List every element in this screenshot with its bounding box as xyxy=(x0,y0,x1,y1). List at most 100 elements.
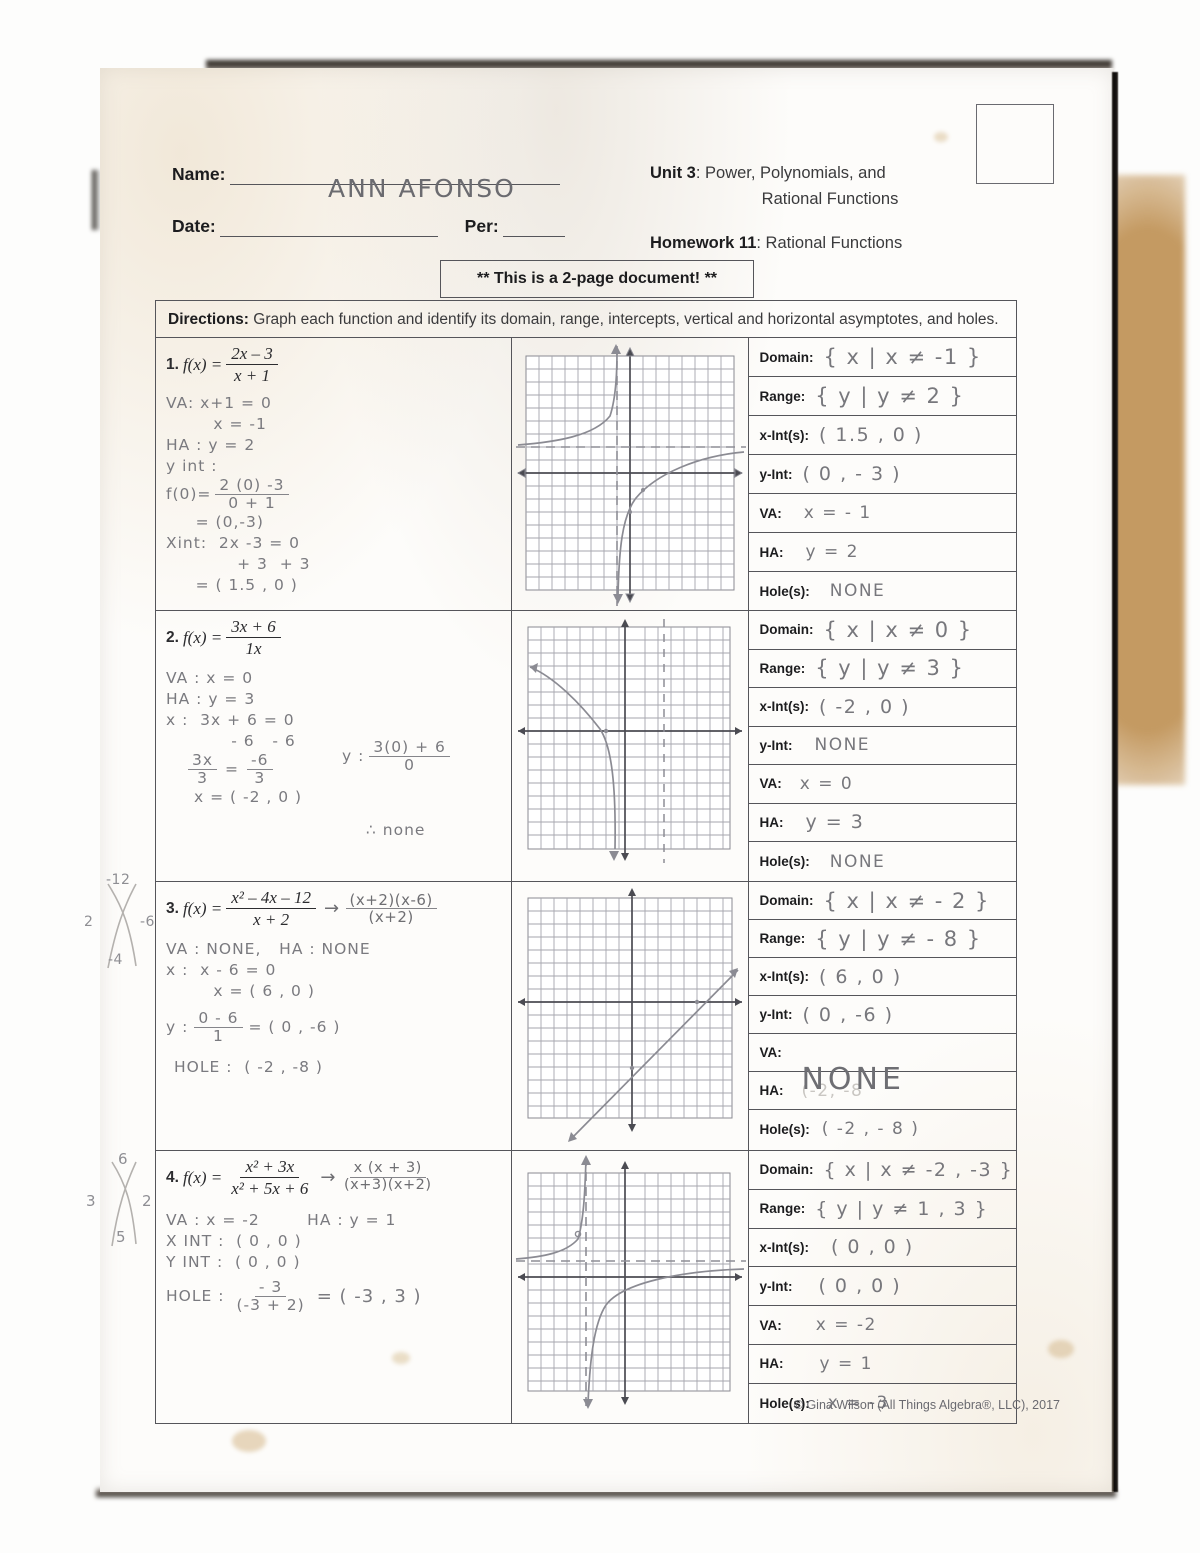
problem-4-answers: Domain: { x | x ≠ -2 , -3 } Range: { y |… xyxy=(749,1151,1016,1423)
problem-2-frac-left: 3x 3 xyxy=(188,752,218,787)
homework-label: Homework 11 xyxy=(650,234,757,252)
va-label: VA: xyxy=(759,505,782,521)
problem-3-numerator: x² – 4x – 12 xyxy=(226,888,316,910)
problem-4-range-row[interactable]: Range: { y | y ≠ 1 , 3 } xyxy=(749,1190,1016,1229)
problem-3-diagram-top: -12 xyxy=(106,872,131,888)
problem-3-yint-row[interactable]: y-Int: ( 0 , -6 ) xyxy=(749,996,1016,1034)
xint-label: x-Int(s): xyxy=(759,969,809,984)
problem-4-hole-lead: HOLE : xyxy=(166,1287,225,1306)
problem-2-curve xyxy=(530,666,617,850)
problem-1-ha-row[interactable]: HA: y = 2 xyxy=(749,533,1016,572)
problem-1-domain-row[interactable]: Domain: { x | x ≠ -1 } xyxy=(749,338,1016,377)
problem-1-denominator: x + 1 xyxy=(234,366,271,386)
problem-1-tail-2: + 3 + 3 xyxy=(166,555,311,574)
problem-2-yint-row[interactable]: y-Int: NONE xyxy=(749,727,1016,765)
problem-row-2: 2. f(x) = 3x + 6 1x VA : x = 0 HA : y = … xyxy=(156,611,1016,882)
problem-2-numerator: 3x + 6 xyxy=(226,617,281,639)
problem-4-yint-value: ( 0 , 0 ) xyxy=(818,1275,902,1298)
problem-4-graph-cell[interactable] xyxy=(512,1151,750,1423)
problem-1-tail-3: = ( 1.5 , 0 ) xyxy=(166,576,298,595)
problem-4-xint-row[interactable]: x-Int(s): ( 0 , 0 ) xyxy=(749,1229,1016,1268)
problem-2-number: 2. xyxy=(166,628,179,646)
problem-3-fraction: x² – 4x – 12 x + 2 xyxy=(226,888,316,929)
problem-2-side-label: y : xyxy=(342,747,365,766)
problem-3-work-cell[interactable]: 3. f(x) = x² – 4x – 12 x + 2 → (x+2)(x-6… xyxy=(156,882,513,1150)
problem-1-work-cell[interactable]: 1. f(x) = 2x – 3 x + 1 VA: x+1 = 0 x = -… xyxy=(156,338,513,610)
problem-3-holes-row[interactable]: Hole(s): ( -2 , - 8 ) xyxy=(749,1110,1016,1148)
problem-3-graph-cell[interactable] xyxy=(512,882,750,1150)
problem-2-work-line-3: x : 3x + 6 = 0 xyxy=(166,711,295,730)
problem-1-yint-row[interactable]: y-Int: ( 0 , - 3 ) xyxy=(749,455,1016,494)
problem-2-work-cell[interactable]: 2. f(x) = 3x + 6 1x VA : x = 0 HA : y = … xyxy=(156,611,513,881)
va-label: VA: xyxy=(759,1317,782,1333)
problem-1-va-row[interactable]: VA: x = - 1 xyxy=(749,494,1016,533)
problem-1-range-row[interactable]: Range: { y | y ≠ 2 } xyxy=(749,377,1016,416)
problem-2-xint-result: x = ( -2 , 0 ) xyxy=(194,788,303,807)
problem-3-range-row[interactable]: Range: { y | y ≠ - 8 } xyxy=(749,920,1016,958)
scan-shadow-right xyxy=(1112,72,1118,1492)
problem-4-ha-row[interactable]: HA: y = 1 xyxy=(749,1345,1016,1384)
problem-1-graph-cell[interactable] xyxy=(512,338,750,610)
range-label: Range: xyxy=(759,1201,806,1217)
problem-2-va-row[interactable]: VA: x = 0 xyxy=(749,765,1016,804)
problem-2-fraction: 3x + 6 1x xyxy=(226,617,281,658)
date-row: Date: Per: xyxy=(172,216,1052,262)
problem-1-holes-value: NONE xyxy=(829,581,886,601)
problem-1-holes-row[interactable]: Hole(s): NONE xyxy=(749,572,1016,610)
problem-4-denominator: x² + 5x + 6 xyxy=(231,1179,309,1199)
problem-1-xint-row[interactable]: x-Int(s): ( 1.5 , 0 ) xyxy=(749,416,1016,455)
problem-4-diagram-left: 3 xyxy=(86,1192,97,1210)
unit-info-block: Unit 3: Power, Polynomials, and Rational… xyxy=(650,160,1050,256)
problem-1-frac: 2 (0) -3 0 + 1 xyxy=(215,477,289,512)
problem-1-range-value: { y | y ≠ 2 } xyxy=(815,384,965,408)
problem-4-domain-row[interactable]: Domain: { x | x ≠ -2 , -3 } xyxy=(749,1151,1016,1190)
problem-2-ha-value: y = 3 xyxy=(805,811,865,834)
problem-3-graph[interactable] xyxy=(512,882,748,1150)
problem-3-ha-row[interactable]: HA: (-2, -8 xyxy=(749,1072,1016,1110)
name-blank[interactable] xyxy=(229,160,560,185)
problem-3-domain-row[interactable]: Domain: { x | x ≠ - 2 } xyxy=(749,882,1016,920)
problem-4-yint-row[interactable]: y-Int: ( 0 , 0 ) xyxy=(749,1267,1016,1307)
problem-4-va-row[interactable]: VA: x = -2 xyxy=(749,1306,1016,1345)
problem-1-frac-top: 2 (0) -3 xyxy=(215,477,289,496)
xint-label: x-Int(s): xyxy=(759,427,809,443)
problem-2-domain-row[interactable]: Domain: { x | x ≠ 0 } xyxy=(749,611,1016,650)
problem-2-answers: Domain: { x | x ≠ 0 } Range: { y | y ≠ 3… xyxy=(749,611,1016,881)
problem-4-curve-right xyxy=(587,1268,745,1404)
problem-1-function: 1. f(x) = 2x – 3 x + 1 xyxy=(166,344,511,385)
yint-label: y-Int: xyxy=(759,737,793,753)
problem-3-va-ha-none-annotation: NONE xyxy=(801,1062,905,1097)
problem-2-xint-row[interactable]: x-Int(s): ( -2 , 0 ) xyxy=(749,688,1016,727)
problem-4-graph[interactable] xyxy=(512,1151,748,1423)
problem-3-work-line-3: x = ( 6 , 0 ) xyxy=(166,982,315,1001)
problem-1-graph[interactable] xyxy=(512,338,748,610)
problem-2-graph[interactable] xyxy=(512,611,748,881)
yint-label: y-Int: xyxy=(759,1007,793,1022)
unit-label: Unit 3 xyxy=(650,164,696,182)
problem-3-va-row[interactable]: VA: xyxy=(749,1034,1016,1072)
problem-3-factored-top: (x+2)(x-6) xyxy=(345,892,437,910)
problem-2-function: 2. f(x) = 3x + 6 1x xyxy=(166,617,511,658)
problem-4-diagram-bottom: 5 xyxy=(116,1228,127,1246)
problem-3-work-line-1: VA : NONE, HA : NONE xyxy=(166,940,371,959)
problem-4-work-line-3: Y INT : ( 0 , 0 ) xyxy=(166,1253,301,1272)
problem-4-work-cell[interactable]: 4. f(x) = x² + 3x x² + 5x + 6 → x (x + 3… xyxy=(156,1151,513,1423)
problem-3-arrow: → xyxy=(323,898,340,920)
domain-label: Domain: xyxy=(759,1162,814,1178)
problem-2-holes-row[interactable]: Hole(s): NONE xyxy=(749,842,1016,881)
two-page-notice: ** This is a 2-page document! ** xyxy=(440,260,754,298)
score-box[interactable] xyxy=(976,104,1054,184)
worksheet-content: Name: ANN AFONSO Date: Per: Unit 3: Powe… xyxy=(100,68,1114,1492)
date-blank[interactable] xyxy=(220,216,439,237)
per-blank[interactable] xyxy=(503,216,566,237)
problem-3-xint-row[interactable]: x-Int(s): ( 6 , 0 ) xyxy=(749,958,1016,996)
problem-2-ha-row[interactable]: HA: y = 3 xyxy=(749,804,1016,842)
per-label: Per: xyxy=(464,216,499,236)
problem-4-xint-value: ( 0 , 0 ) xyxy=(830,1236,914,1259)
problem-2-range-row[interactable]: Range: { y | y ≠ 3 } xyxy=(749,650,1016,688)
problem-4-holes-row[interactable]: Hole(s): x = -3 xyxy=(749,1384,1016,1423)
problem-1-frac-lead: f(0)= xyxy=(166,485,212,504)
problem-3-diagram-right: -6 xyxy=(140,914,155,930)
problem-2-fx: f(x) = xyxy=(182,627,223,647)
problem-2-graph-cell[interactable] xyxy=(512,611,750,881)
